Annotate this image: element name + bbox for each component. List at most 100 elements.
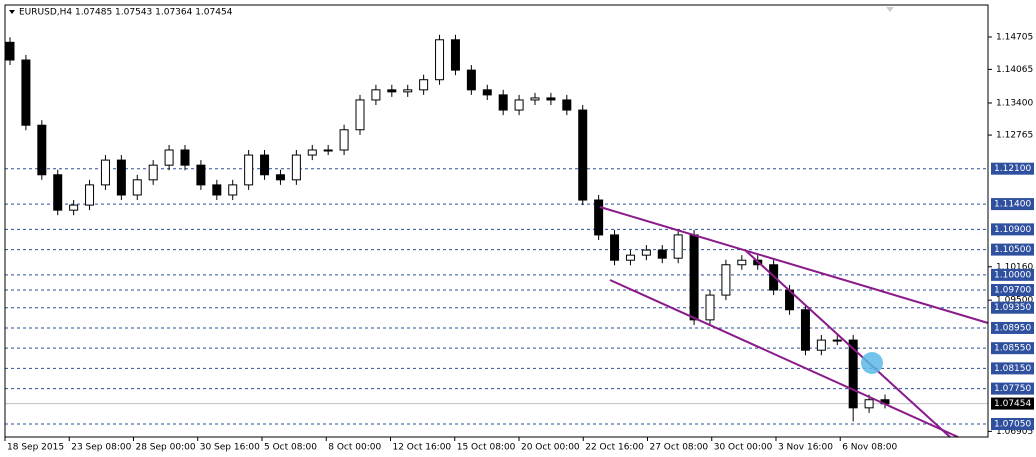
menu-arrow[interactable] xyxy=(9,10,15,14)
scroll-arrow[interactable] xyxy=(886,7,894,12)
candle-body xyxy=(307,149,317,156)
candle-body xyxy=(164,149,174,166)
candle-body xyxy=(657,249,667,259)
level-label-box xyxy=(991,321,1034,334)
level-label-box xyxy=(991,268,1034,281)
candle-body xyxy=(291,154,301,181)
candle-body xyxy=(275,174,285,181)
x-tick-label: 5 Oct 08:00 xyxy=(264,443,317,453)
trend-lines xyxy=(599,206,989,438)
symbol-header: EURUSD,H4 1.07485 1.07543 1.07364 1.0745… xyxy=(19,8,233,18)
candle-body xyxy=(705,294,715,321)
trend-line xyxy=(744,249,951,438)
level-label: 1.10000 xyxy=(994,270,1031,280)
candle-body xyxy=(387,89,397,93)
plot-frame xyxy=(4,4,989,438)
level-label: 1.10900 xyxy=(994,225,1031,235)
candle-body xyxy=(196,164,206,186)
candle-body xyxy=(355,99,365,131)
candle-body xyxy=(816,339,826,351)
level-label-box xyxy=(991,284,1034,297)
candle-body xyxy=(482,89,492,96)
x-tick-label: 6 Nov 08:00 xyxy=(842,443,897,453)
level-label: 1.09700 xyxy=(994,286,1031,296)
candle-body xyxy=(371,89,381,101)
x-tick-label: 3 Nov 16:00 xyxy=(778,443,833,453)
candle-body xyxy=(466,69,476,91)
y-tick-label: 1.14065 xyxy=(996,65,1033,75)
candle-body xyxy=(148,164,158,181)
candle-body xyxy=(530,97,540,101)
candle-body xyxy=(212,184,222,196)
y-tick-label: 1.13400 xyxy=(996,98,1033,108)
x-tick-label: 15 Oct 08:00 xyxy=(457,443,516,453)
x-tick-label: 12 Oct 16:00 xyxy=(392,443,451,453)
y-tick-label: 1.12765 xyxy=(996,131,1033,141)
x-tick-label: 27 Oct 08:00 xyxy=(649,443,708,453)
level-label: 1.12100 xyxy=(994,164,1031,174)
candle-body xyxy=(5,41,15,61)
candle-body xyxy=(323,149,333,152)
candle-body xyxy=(594,199,604,236)
level-label-box xyxy=(991,342,1034,355)
candle-body xyxy=(244,154,254,186)
candle-body xyxy=(546,97,556,101)
channel-lower xyxy=(609,279,959,438)
candle-body xyxy=(721,264,731,296)
candle-body xyxy=(578,109,588,201)
candle-body xyxy=(800,309,810,351)
x-tick-label: 23 Sep 08:00 xyxy=(71,443,131,453)
y-tick-label: 1.09500 xyxy=(996,296,1033,306)
x-tick-label: 18 Sep 2015 xyxy=(7,443,64,453)
candle-body xyxy=(689,234,699,321)
level-label-box xyxy=(991,198,1034,211)
candle-body xyxy=(53,174,63,211)
candle-body xyxy=(514,99,524,111)
x-tick-label: 30 Sep 16:00 xyxy=(200,443,260,453)
level-label: 1.07050 xyxy=(994,420,1031,430)
level-label-box xyxy=(991,418,1034,431)
level-label: 1.09350 xyxy=(994,303,1031,313)
candle-body xyxy=(450,39,460,71)
level-label-box xyxy=(991,362,1034,375)
candle-body xyxy=(498,94,508,111)
y-tick-label: 1.06905 xyxy=(996,427,1033,437)
candle-body xyxy=(562,99,572,111)
candle-body xyxy=(625,254,635,261)
candle-body xyxy=(85,184,95,206)
candle-body xyxy=(641,249,651,256)
level-label: 1.08150 xyxy=(994,364,1031,374)
candle-body xyxy=(100,159,110,186)
level-label: 1.08550 xyxy=(994,344,1031,354)
candle-body xyxy=(737,259,747,266)
level-label: 1.08950 xyxy=(994,323,1031,333)
x-tick-label: 20 Oct 00:00 xyxy=(521,443,580,453)
candle-body xyxy=(435,39,445,81)
level-label: 1.07750 xyxy=(994,384,1031,394)
candle-body xyxy=(69,204,79,211)
level-label: 1.10500 xyxy=(994,245,1031,255)
current-price-label: 1.07454 xyxy=(994,399,1031,409)
candle-body xyxy=(228,184,238,196)
level-label-box xyxy=(991,301,1034,314)
highlight-circle xyxy=(861,352,883,374)
y-tick-label: 1.14705 xyxy=(996,33,1033,43)
current-price-box xyxy=(991,397,1034,410)
x-tick-label: 28 Sep 00:00 xyxy=(135,443,195,453)
level-label-box xyxy=(991,243,1034,256)
level-label: 1.11400 xyxy=(994,200,1031,210)
axis-layer: 1.14705 1.14065 1.13400 1.12765 1.10160 1.095… xyxy=(4,33,1034,453)
x-tick-label: 22 Oct 16:00 xyxy=(585,443,644,453)
candle-body xyxy=(339,129,349,151)
candle-body xyxy=(864,399,874,409)
level-label-box xyxy=(991,223,1034,236)
level-label-box xyxy=(991,382,1034,395)
candle-body xyxy=(848,339,858,409)
candle-body xyxy=(403,89,413,93)
candle-body xyxy=(116,159,126,196)
channel-upper xyxy=(599,206,989,324)
candle-body xyxy=(610,234,620,261)
